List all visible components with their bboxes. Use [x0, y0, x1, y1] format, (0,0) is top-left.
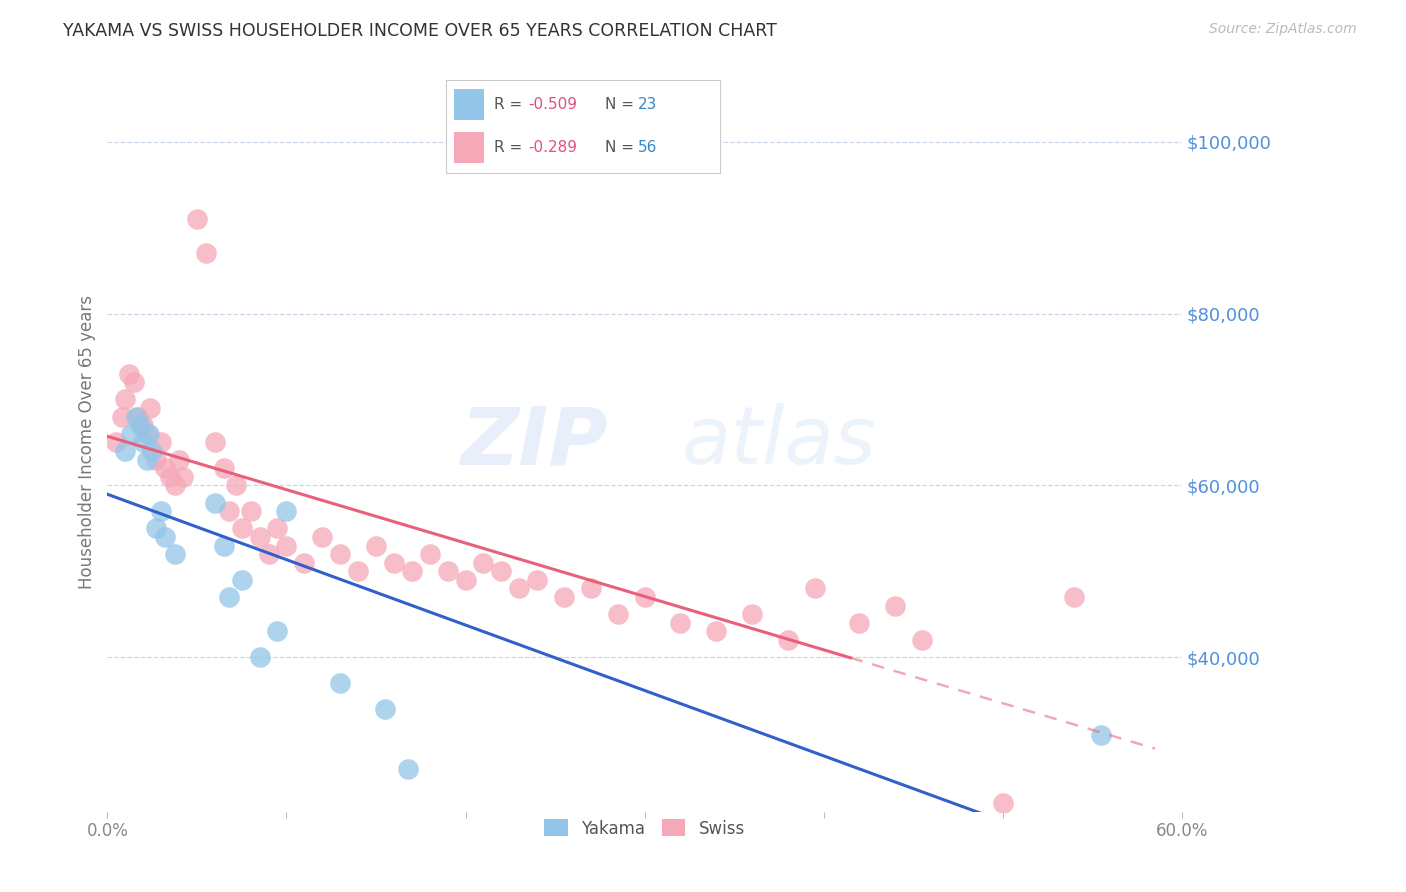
Point — [239, 504, 262, 518]
Point — [401, 564, 423, 578]
Point — [231, 573, 253, 587]
Point — [139, 401, 162, 415]
Point — [704, 624, 727, 639]
Text: ZIP: ZIP — [460, 403, 607, 482]
Point — [204, 495, 226, 509]
Point — [276, 539, 298, 553]
Point — [991, 797, 1014, 811]
Point — [669, 615, 692, 630]
Point — [276, 504, 298, 518]
Point — [138, 426, 160, 441]
Point — [526, 573, 548, 587]
Point — [141, 444, 163, 458]
Point — [122, 376, 145, 390]
Point — [218, 590, 240, 604]
Point — [231, 521, 253, 535]
Text: atlas: atlas — [682, 403, 877, 482]
Point — [266, 624, 288, 639]
Point — [776, 633, 799, 648]
Point — [396, 762, 419, 776]
Point — [145, 452, 167, 467]
Point — [633, 590, 655, 604]
Point — [125, 409, 148, 424]
Point — [419, 547, 441, 561]
Point — [212, 539, 235, 553]
Point — [454, 573, 477, 587]
Text: YAKAMA VS SWISS HOUSEHOLDER INCOME OVER 65 YEARS CORRELATION CHART: YAKAMA VS SWISS HOUSEHOLDER INCOME OVER … — [63, 22, 778, 40]
Point — [153, 530, 176, 544]
Point — [132, 435, 155, 450]
Point — [150, 435, 173, 450]
Point — [472, 556, 495, 570]
Point — [127, 409, 149, 424]
Text: Source: ZipAtlas.com: Source: ZipAtlas.com — [1209, 22, 1357, 37]
Point — [848, 615, 870, 630]
Point — [165, 547, 187, 561]
Point — [329, 547, 352, 561]
Point — [172, 470, 194, 484]
Point — [186, 212, 208, 227]
Point — [1090, 727, 1112, 741]
Point — [292, 556, 315, 570]
Point — [911, 633, 934, 648]
Point — [167, 452, 190, 467]
Point — [491, 564, 513, 578]
Point — [803, 582, 825, 596]
Point — [114, 392, 136, 407]
Point — [159, 470, 181, 484]
Point — [114, 444, 136, 458]
Point — [118, 367, 141, 381]
Point — [135, 452, 157, 467]
Point — [1063, 590, 1085, 604]
Point — [105, 435, 128, 450]
Point — [884, 599, 907, 613]
Point — [606, 607, 628, 622]
Point — [145, 521, 167, 535]
Point — [135, 426, 157, 441]
Legend: Yakama, Swiss: Yakama, Swiss — [537, 813, 751, 844]
Point — [132, 418, 155, 433]
Point — [382, 556, 405, 570]
Point — [165, 478, 187, 492]
Point — [347, 564, 370, 578]
Point — [111, 409, 134, 424]
Point — [436, 564, 458, 578]
Point — [194, 246, 217, 260]
Point — [579, 582, 602, 596]
Point — [204, 435, 226, 450]
Point — [212, 461, 235, 475]
Point — [128, 418, 150, 433]
Point — [266, 521, 288, 535]
Y-axis label: Householder Income Over 65 years: Householder Income Over 65 years — [79, 295, 96, 590]
Point — [120, 426, 142, 441]
Point — [249, 530, 271, 544]
Point — [150, 504, 173, 518]
Point — [257, 547, 280, 561]
Point — [329, 676, 352, 690]
Point — [225, 478, 247, 492]
Point — [153, 461, 176, 475]
Point — [741, 607, 763, 622]
Point — [311, 530, 333, 544]
Point — [218, 504, 240, 518]
Point — [553, 590, 575, 604]
Point — [374, 702, 396, 716]
Point — [249, 650, 271, 665]
Point — [508, 582, 530, 596]
Point — [364, 539, 387, 553]
